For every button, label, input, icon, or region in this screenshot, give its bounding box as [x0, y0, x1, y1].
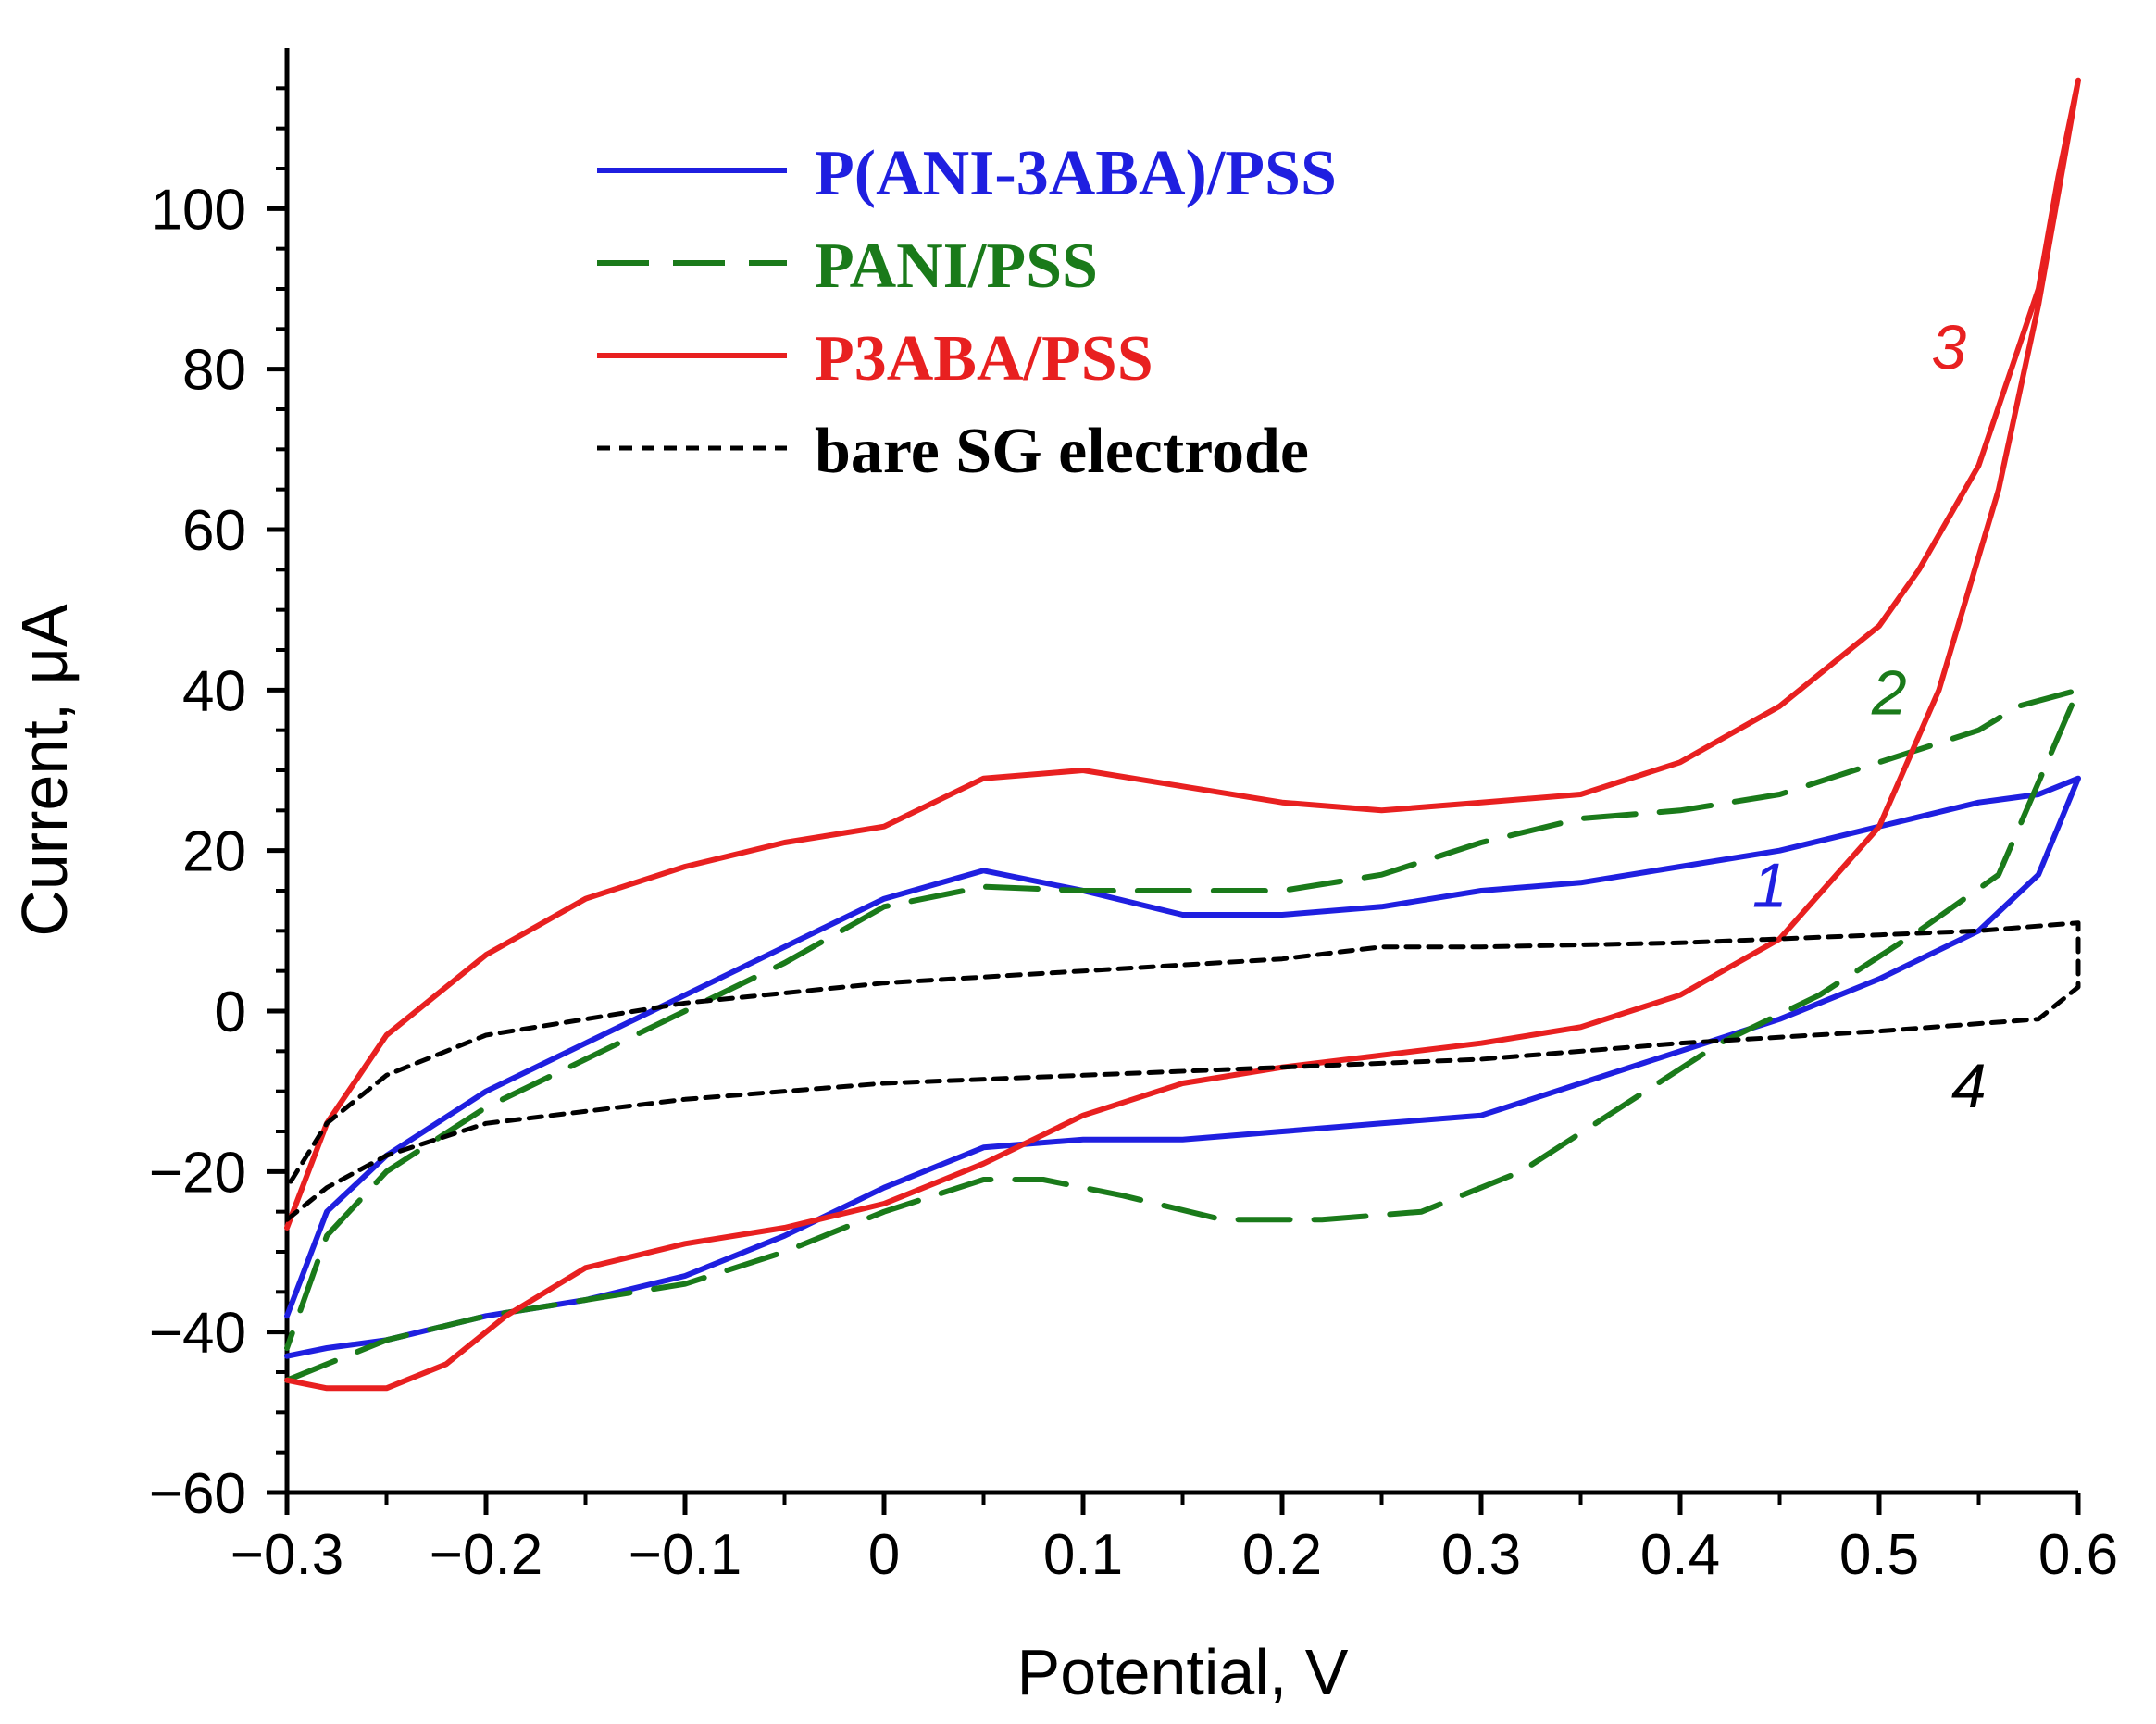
series-layer — [284, 77, 2081, 1392]
x-tick-label: 0.2 — [1242, 1523, 1322, 1587]
series-line-4 — [284, 920, 2081, 1222]
legend-label-2: PANI/PSS — [815, 231, 1098, 302]
y-tick-label: −40 — [149, 1302, 246, 1366]
x-tick-label: 0 — [868, 1523, 900, 1587]
x-tick-label: −0.2 — [430, 1523, 542, 1587]
series-line-1 — [284, 775, 2081, 1359]
x-axis-title: Potential, V — [1017, 1636, 1349, 1708]
series-line-3 — [284, 77, 2081, 1392]
axes-layer: −0.3 −0.2 −0.1 0 0.1 0.2 0.3 0.4 0.5 0.6 −60 −40 −20… — [149, 48, 2118, 1587]
legend: P(ANI-3ABA)/PSS PANI/PSS P3ABA/PSS bare SG … — [597, 138, 1337, 487]
curve-label-3: 3 — [1931, 313, 1966, 383]
x-tick-label: 0.3 — [1441, 1523, 1521, 1587]
y-tick-label: 40 — [182, 659, 246, 723]
legend-label-4: bare SG electrode — [815, 416, 1309, 487]
curve-labels-layer: 1 2 3 4 — [1752, 313, 1987, 1121]
x-tick-label: −0.3 — [231, 1523, 343, 1587]
y-tick-label: 80 — [182, 339, 246, 403]
curve-label-1: 1 — [1752, 850, 1788, 920]
y-tick-label: −20 — [149, 1141, 246, 1205]
y-tick-label: 20 — [182, 820, 246, 884]
x-tick-label: 0.5 — [1839, 1523, 1919, 1587]
curve-label-2: 2 — [1871, 657, 1907, 728]
x-tick-label: 0.1 — [1043, 1523, 1123, 1587]
curve-label-4: 4 — [1951, 1051, 1987, 1121]
y-tick-label: −60 — [149, 1462, 246, 1526]
x-tick-label: −0.1 — [629, 1523, 742, 1587]
y-axis-title: Current, μA — [8, 604, 81, 937]
legend-label-3: P3ABA/PSS — [815, 323, 1153, 394]
x-tick-label: 0.6 — [2038, 1523, 2118, 1587]
x-tick-label: 0.4 — [1640, 1523, 1720, 1587]
legend-label-1: P(ANI-3ABA)/PSS — [815, 138, 1337, 209]
series-line-2 — [284, 687, 2081, 1383]
y-tick-label: 0 — [215, 981, 246, 1044]
y-tick-label: 100 — [151, 178, 246, 242]
y-tick-label: 60 — [182, 499, 246, 563]
